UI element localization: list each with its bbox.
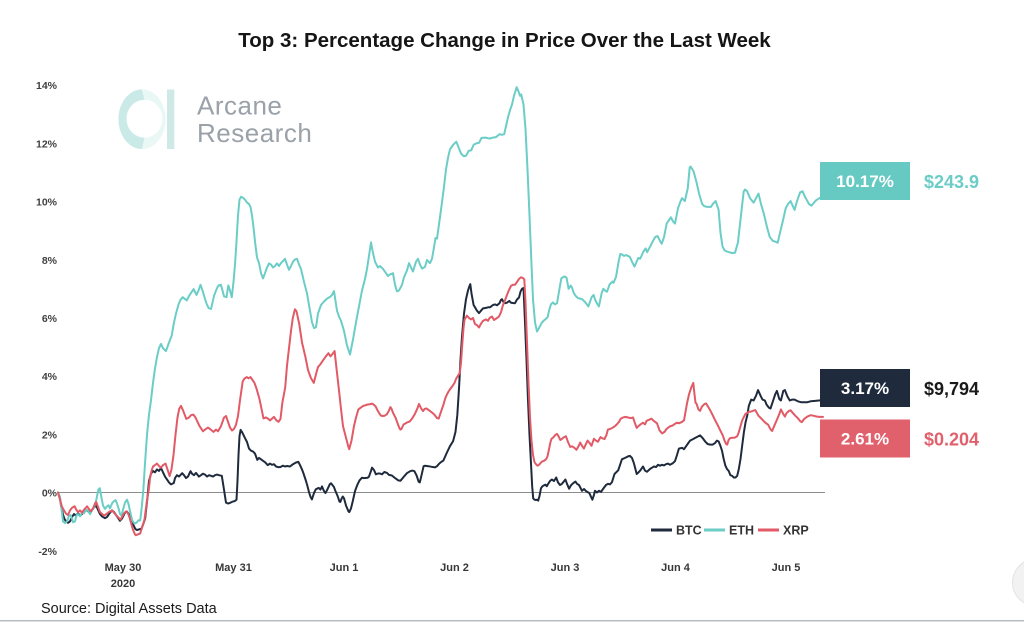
svg-text:12%: 12% xyxy=(36,138,58,150)
svg-text:0%: 0% xyxy=(42,488,58,500)
svg-text:$0.204: $0.204 xyxy=(924,430,979,450)
svg-text:Jun 2: Jun 2 xyxy=(440,562,469,574)
svg-text:10.17%: 10.17% xyxy=(836,172,894,191)
svg-text:Arcane: Arcane xyxy=(197,91,282,121)
svg-text:14%: 14% xyxy=(36,80,58,92)
svg-text:XRP: XRP xyxy=(783,524,809,538)
svg-text:May 31: May 31 xyxy=(215,562,252,574)
svg-text:2020: 2020 xyxy=(111,578,135,590)
svg-text:2.61%: 2.61% xyxy=(841,430,889,449)
svg-text:Jun 1: Jun 1 xyxy=(330,562,359,574)
svg-text:3.17%: 3.17% xyxy=(841,379,889,398)
svg-text:10%: 10% xyxy=(36,197,58,209)
svg-text:May 30: May 30 xyxy=(105,562,142,574)
svg-text:4%: 4% xyxy=(42,371,58,383)
svg-text:$9,794: $9,794 xyxy=(924,379,979,399)
svg-text:$243.9: $243.9 xyxy=(924,172,979,192)
svg-text:6%: 6% xyxy=(42,313,58,325)
svg-text:8%: 8% xyxy=(42,255,58,267)
svg-text:Jun 5: Jun 5 xyxy=(772,562,801,574)
svg-text:Jun 3: Jun 3 xyxy=(551,562,580,574)
svg-text:Jun 4: Jun 4 xyxy=(661,562,691,574)
svg-text:-2%: -2% xyxy=(38,546,57,558)
svg-text:ETH: ETH xyxy=(729,524,754,538)
svg-text:BTC: BTC xyxy=(676,524,702,538)
svg-text:Research: Research xyxy=(197,118,312,148)
svg-text:2%: 2% xyxy=(42,429,58,441)
